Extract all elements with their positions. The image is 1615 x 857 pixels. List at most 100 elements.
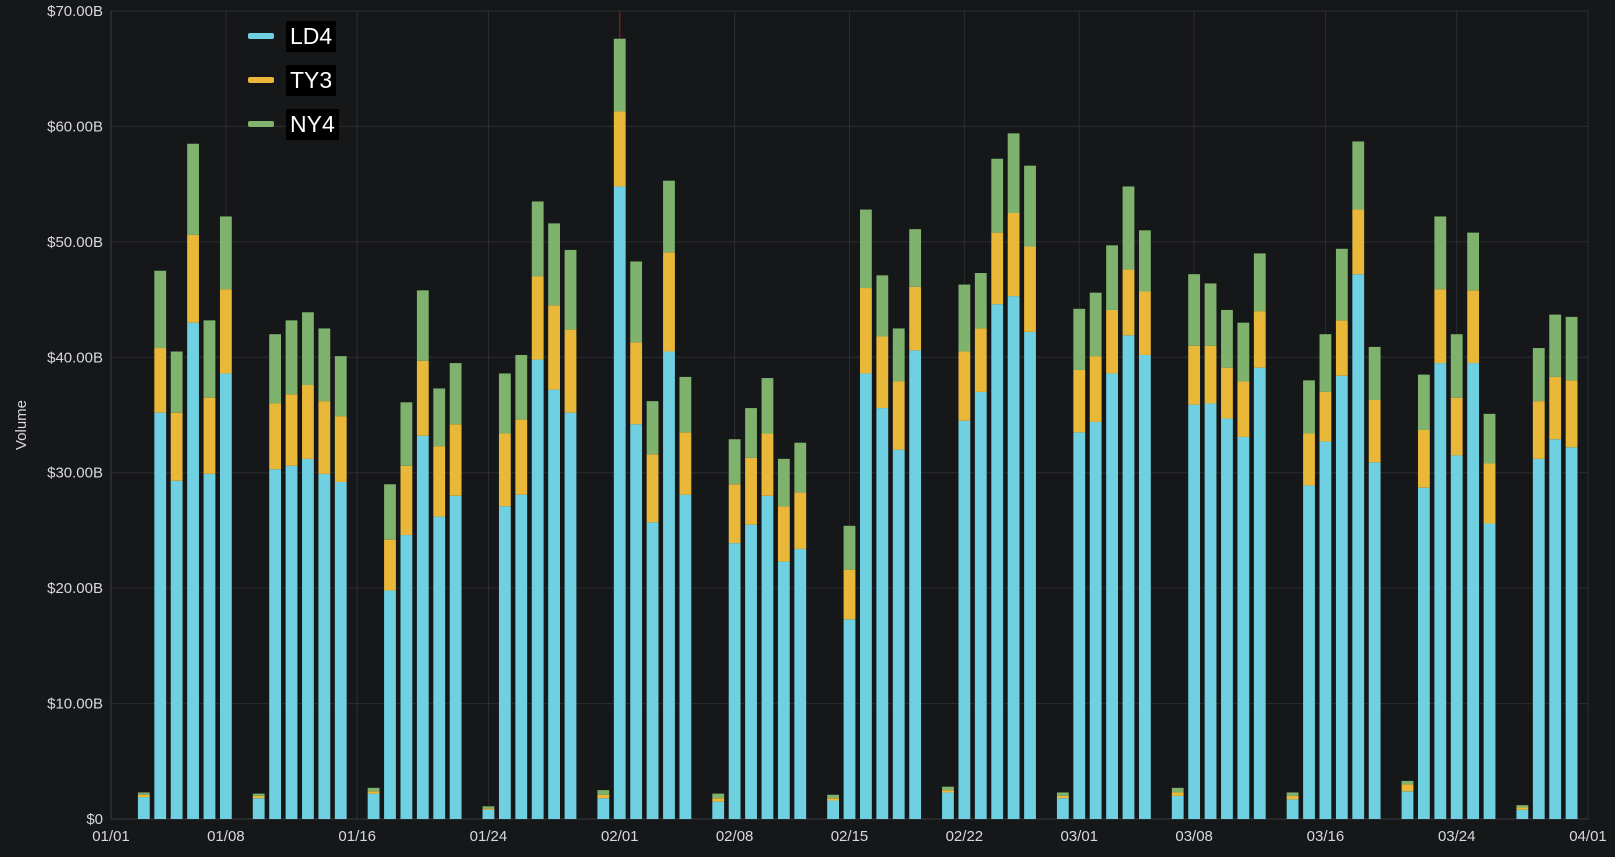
bar-segment-ny4 <box>1089 292 1102 357</box>
y-tick-label: $60.00B <box>47 118 103 135</box>
bar-segment-ld4 <box>1056 798 1069 819</box>
bar-segment-ty3 <box>991 232 1004 305</box>
bar-segment-ld4 <box>1221 418 1233 819</box>
bar-segment-ty3 <box>827 798 839 801</box>
bar-segment-ld4 <box>1253 367 1266 819</box>
x-tick-label: 02/15 <box>831 828 869 845</box>
bar-segment-ny4 <box>613 38 626 112</box>
bar-segment-ny4 <box>843 525 856 570</box>
bar-segment-ty3 <box>745 457 757 525</box>
bar-segment-ty3 <box>1532 401 1545 459</box>
legend-label: TY3 <box>286 64 337 96</box>
bar-segment-ny4 <box>1335 248 1348 321</box>
bar-segment-ld4 <box>515 494 528 819</box>
bar-segment-ny4 <box>1024 165 1036 247</box>
bar-segment-ty3 <box>1286 795 1299 800</box>
bar-segment-ty3 <box>1368 399 1381 463</box>
bar-segment-ld4 <box>974 391 987 819</box>
bar-segment-ld4 <box>1450 455 1463 819</box>
bar-segment-ny4 <box>1532 348 1545 402</box>
bar-segment-ny4 <box>909 229 922 287</box>
bar-segment-ny4 <box>137 792 150 795</box>
bar-segment-ny4 <box>269 334 282 404</box>
bar-segment-ny4 <box>449 363 462 425</box>
bar-segment-ny4 <box>827 794 839 799</box>
y-tick-label: $20.00B <box>47 580 103 597</box>
y-tick-label: $70.00B <box>47 3 103 20</box>
bar-segment-ty3 <box>203 397 216 474</box>
bar-segment-ld4 <box>794 548 807 819</box>
bar-segment-ld4 <box>1335 375 1348 819</box>
bar-segment-ld4 <box>1171 795 1184 819</box>
bar-segment-ld4 <box>302 458 314 819</box>
x-tick-label: 03/08 <box>1175 828 1213 845</box>
x-tick-label: 03/01 <box>1060 828 1098 845</box>
legend-item-ny4[interactable]: NY4 <box>248 102 339 146</box>
bar-segment-ny4 <box>1073 308 1086 370</box>
bar-segment-ty3 <box>679 432 692 495</box>
bar-segment-ny4 <box>433 388 446 447</box>
bar-segment-ty3 <box>285 394 298 466</box>
bar-segment-ny4 <box>170 351 183 413</box>
bar-segment-ny4 <box>597 790 610 795</box>
bar-segment-ny4 <box>219 216 232 290</box>
bar-segment-ny4 <box>1434 216 1447 290</box>
bar-segment-ny4 <box>1417 374 1430 431</box>
bar-segment-ld4 <box>663 351 675 819</box>
bar-segment-ld4 <box>1516 809 1529 819</box>
bar-segment-ld4 <box>1368 462 1381 819</box>
bar-segment-ld4 <box>367 793 380 819</box>
bar-segment-ld4 <box>384 590 396 819</box>
bar-segment-ny4 <box>187 143 199 235</box>
bar-segment-ty3 <box>1483 463 1496 524</box>
bar-segment-ld4 <box>843 619 856 819</box>
bar-segment-ld4 <box>1138 354 1151 819</box>
bar-segment-ty3 <box>1450 397 1463 456</box>
x-tick-label: 03/16 <box>1307 828 1345 845</box>
bar-segment-ty3 <box>1253 311 1266 368</box>
bar-segment-ty3 <box>1516 807 1529 810</box>
bar-segment-ny4 <box>482 806 495 809</box>
x-tick-label: 01/01 <box>92 828 130 845</box>
bar-segment-ty3 <box>252 795 265 799</box>
bar-segment-ty3 <box>1303 433 1315 486</box>
bar-segment-ty3 <box>1467 290 1480 364</box>
bar-segment-ty3 <box>416 360 429 436</box>
bar-segment-ty3 <box>777 506 790 562</box>
bar-segment-ty3 <box>170 412 183 481</box>
bar-segment-ld4 <box>334 481 347 819</box>
bar-segment-ty3 <box>1221 367 1233 419</box>
bar-segment-ld4 <box>712 801 725 819</box>
x-tick-label: 01/24 <box>470 828 508 845</box>
bar-segment-ny4 <box>1401 780 1414 785</box>
y-tick-label: $40.00B <box>47 349 103 366</box>
bar-segment-ty3 <box>1106 309 1118 374</box>
bar-segment-ld4 <box>1401 791 1414 819</box>
bar-segment-ld4 <box>646 522 659 819</box>
bar-segment-ty3 <box>860 288 872 374</box>
bar-segment-ty3 <box>761 433 774 496</box>
bar-segment-ld4 <box>728 543 741 819</box>
bar-segment-ty3 <box>400 465 413 536</box>
bar-segment-ny4 <box>318 328 331 402</box>
bar-segment-ty3 <box>958 351 971 421</box>
bar-segment-ny4 <box>761 378 774 434</box>
bar-segment-ld4 <box>1565 447 1578 819</box>
bar-segment-ld4 <box>269 469 282 819</box>
bar-segment-ld4 <box>1204 403 1217 819</box>
bar-segment-ny4 <box>974 273 987 329</box>
legend-item-ld4[interactable]: LD4 <box>248 14 339 58</box>
bar-segment-ld4 <box>1073 432 1086 819</box>
bar-segment-ty3 <box>630 342 643 425</box>
bar-segment-ld4 <box>285 465 298 819</box>
bar-segment-ty3 <box>302 384 314 459</box>
bars <box>137 38 1578 820</box>
bar-segment-ny4 <box>1565 316 1578 381</box>
bar-segment-ny4 <box>515 354 528 420</box>
bar-segment-ny4 <box>1368 346 1381 400</box>
legend-swatch <box>248 121 274 127</box>
legend-item-ty3[interactable]: TY3 <box>248 58 339 102</box>
bar-segment-ny4 <box>728 439 741 485</box>
bar-segment-ld4 <box>400 535 413 819</box>
